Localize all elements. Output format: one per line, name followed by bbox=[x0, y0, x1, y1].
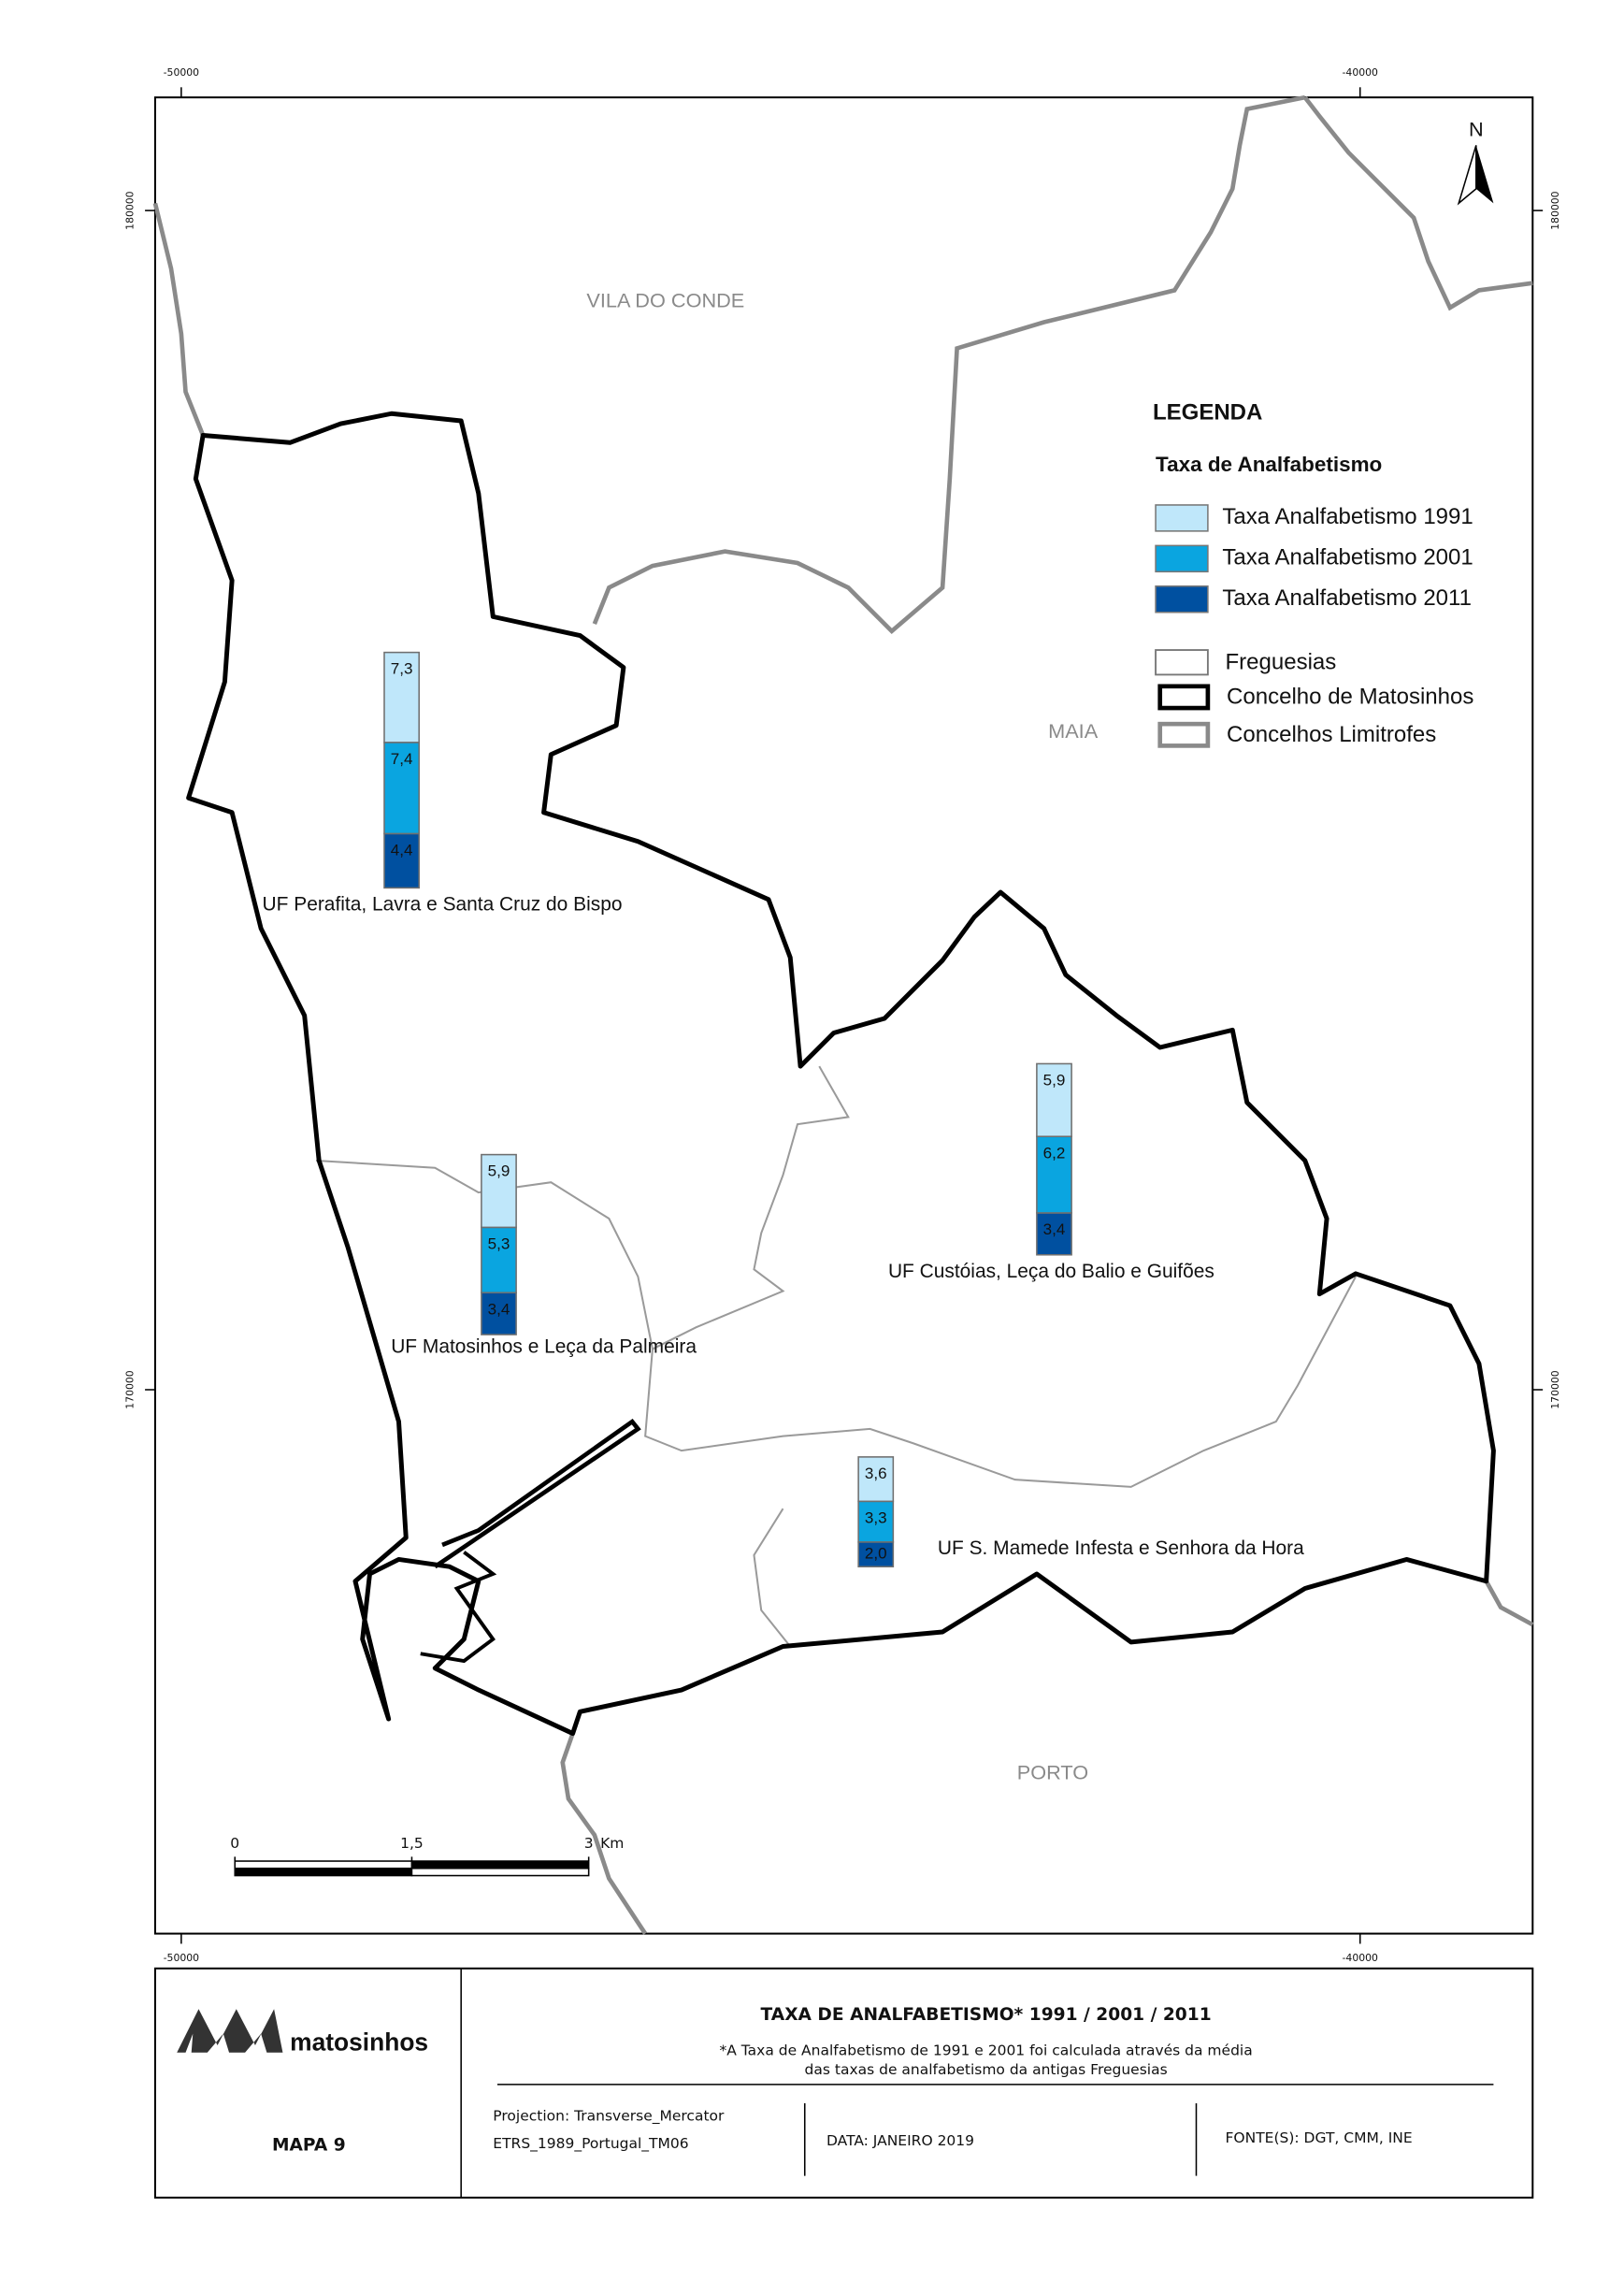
scale-label: 1,5 bbox=[400, 1835, 424, 1852]
legend-concelho-swatch bbox=[1157, 684, 1211, 711]
legend-title: LEGENDA bbox=[1153, 400, 1262, 426]
bar-segment bbox=[481, 1153, 517, 1229]
value-label: 3,4 bbox=[1043, 1220, 1066, 1238]
limitrofe-boundary bbox=[560, 1732, 648, 1935]
value-label: 5,3 bbox=[488, 1234, 510, 1252]
coord-label: -40000 bbox=[1343, 66, 1379, 79]
logo-text: matosinhos bbox=[290, 2028, 428, 2056]
coord-label: -50000 bbox=[164, 66, 200, 79]
limitrofe-boundary bbox=[592, 94, 1306, 635]
scale-segment bbox=[234, 1868, 413, 1877]
freguesia-label: UF Matosinhos e Leça da Palmeira bbox=[391, 1336, 697, 1358]
scale-label: 3 bbox=[584, 1835, 594, 1852]
freguesia-boundary bbox=[652, 1065, 850, 1350]
map-number: MAPA 9 bbox=[272, 2136, 346, 2156]
bar-segment bbox=[1036, 1135, 1072, 1214]
value-label: 5,9 bbox=[488, 1162, 510, 1180]
logo-mark bbox=[177, 2009, 283, 2053]
bar-segment bbox=[383, 651, 420, 743]
scale-segment bbox=[410, 1868, 590, 1877]
value-label: 7,4 bbox=[391, 750, 413, 768]
legend-label: Concelhos Limitrofes bbox=[1227, 722, 1436, 747]
freguesia-label: UF Custóias, Leça do Balio e Guifões bbox=[888, 1261, 1214, 1282]
footer-note: das taxas de analfabetismo da antigas Fr… bbox=[805, 2061, 1168, 2078]
date: DATA: JANEIRO 2019 bbox=[826, 2132, 974, 2149]
concelho-boundary bbox=[186, 411, 1496, 1737]
legend-label: Concelho de Matosinhos bbox=[1227, 685, 1473, 710]
port-jetty bbox=[433, 1418, 641, 1569]
projection: Projection: Transverse_Mercator bbox=[493, 2107, 725, 2125]
scale-bar: Km 0 1,5 3 bbox=[230, 1835, 624, 1877]
coord-label: 180000 bbox=[1549, 191, 1561, 229]
projection: ETRS_1989_Portugal_TM06 bbox=[493, 2135, 688, 2153]
freguesia-label: UF S. Mamede Infesta e Senhora da Hora bbox=[938, 1537, 1304, 1559]
legend-label: Taxa Analfabetismo 1991 bbox=[1222, 504, 1473, 529]
freguesia-boundary bbox=[316, 1159, 1357, 1488]
scale-unit: Km bbox=[600, 1835, 624, 1852]
footer-note: *A Taxa de Analfabetismo de 1991 e 2001 … bbox=[719, 2042, 1252, 2059]
bar-segment bbox=[857, 1541, 895, 1567]
legend-limitrofes-swatch bbox=[1157, 721, 1211, 748]
legend-swatch bbox=[1155, 504, 1209, 532]
bar-segment bbox=[857, 1500, 895, 1543]
bar-segment bbox=[1036, 1212, 1072, 1256]
coord-label: -50000 bbox=[164, 1952, 200, 1964]
value-label: 5,9 bbox=[1043, 1072, 1066, 1090]
value-label: 3,4 bbox=[488, 1300, 510, 1318]
footer-title: TAXA DE ANALFABETISMO* 1991 / 2001 / 201… bbox=[761, 2005, 1212, 2025]
port-docks bbox=[420, 1551, 497, 1664]
legend-label: Taxa Analfabetismo 2001 bbox=[1222, 545, 1473, 570]
map-frame bbox=[153, 96, 1534, 1935]
value-label: 6,2 bbox=[1043, 1144, 1066, 1162]
bar-segment bbox=[383, 742, 420, 835]
coord-label: 170000 bbox=[124, 1370, 137, 1408]
place-name: PORTO bbox=[1017, 1761, 1088, 1784]
footer-box bbox=[153, 1967, 1534, 2199]
limitrofe-boundary bbox=[1484, 1580, 1534, 1627]
freguesia-label: UF Perafita, Lavra e Santa Cruz do Bispo bbox=[263, 894, 623, 916]
legend-subtitle: Taxa de Analfabetismo bbox=[1156, 453, 1382, 476]
north-label: N bbox=[1469, 118, 1484, 141]
legend-freguesias-swatch bbox=[1155, 649, 1209, 676]
legend-swatch bbox=[1155, 585, 1209, 613]
coord-label: -40000 bbox=[1343, 1952, 1379, 1964]
legend-label: Freguesias bbox=[1226, 649, 1337, 674]
scale-segment bbox=[234, 1860, 413, 1869]
bar-segment bbox=[857, 1456, 895, 1503]
limitrofe-boundary bbox=[152, 202, 206, 437]
sources: FONTE(S): DGT, CMM, INE bbox=[1226, 2129, 1413, 2146]
legend-label: Taxa Analfabetismo 2011 bbox=[1222, 585, 1472, 611]
scale-label: 0 bbox=[230, 1835, 239, 1852]
logo: matosinhos bbox=[177, 2009, 428, 2056]
freguesia-boundary bbox=[753, 1508, 792, 1648]
bar-segment bbox=[1036, 1062, 1072, 1137]
scale-segment bbox=[410, 1860, 590, 1869]
limitrofe-boundary bbox=[1302, 95, 1533, 311]
bar-segment bbox=[481, 1226, 517, 1294]
coord-label: 180000 bbox=[124, 191, 137, 229]
legend: LEGENDA Taxa de Analfabetismo Freguesias… bbox=[1153, 400, 1473, 748]
value-label: 3,3 bbox=[865, 1508, 887, 1526]
legend-swatch bbox=[1155, 544, 1209, 573]
value-label: 2,0 bbox=[865, 1545, 887, 1563]
place-name: MAIA bbox=[1048, 719, 1099, 743]
value-label: 4,4 bbox=[391, 841, 413, 859]
value-label: 3,6 bbox=[865, 1465, 887, 1482]
place-name: VILA DO CONDE bbox=[586, 289, 744, 312]
value-label: 7,3 bbox=[391, 660, 413, 678]
coord-label: 170000 bbox=[1549, 1370, 1561, 1408]
